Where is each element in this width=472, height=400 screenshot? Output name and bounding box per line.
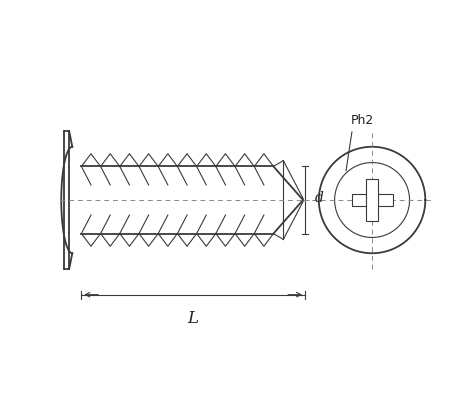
Bar	[366, 180, 378, 220]
Text: L: L	[188, 310, 199, 328]
Text: d: d	[315, 191, 324, 205]
Text: Ph2: Ph2	[350, 114, 374, 127]
Bar	[352, 194, 393, 206]
